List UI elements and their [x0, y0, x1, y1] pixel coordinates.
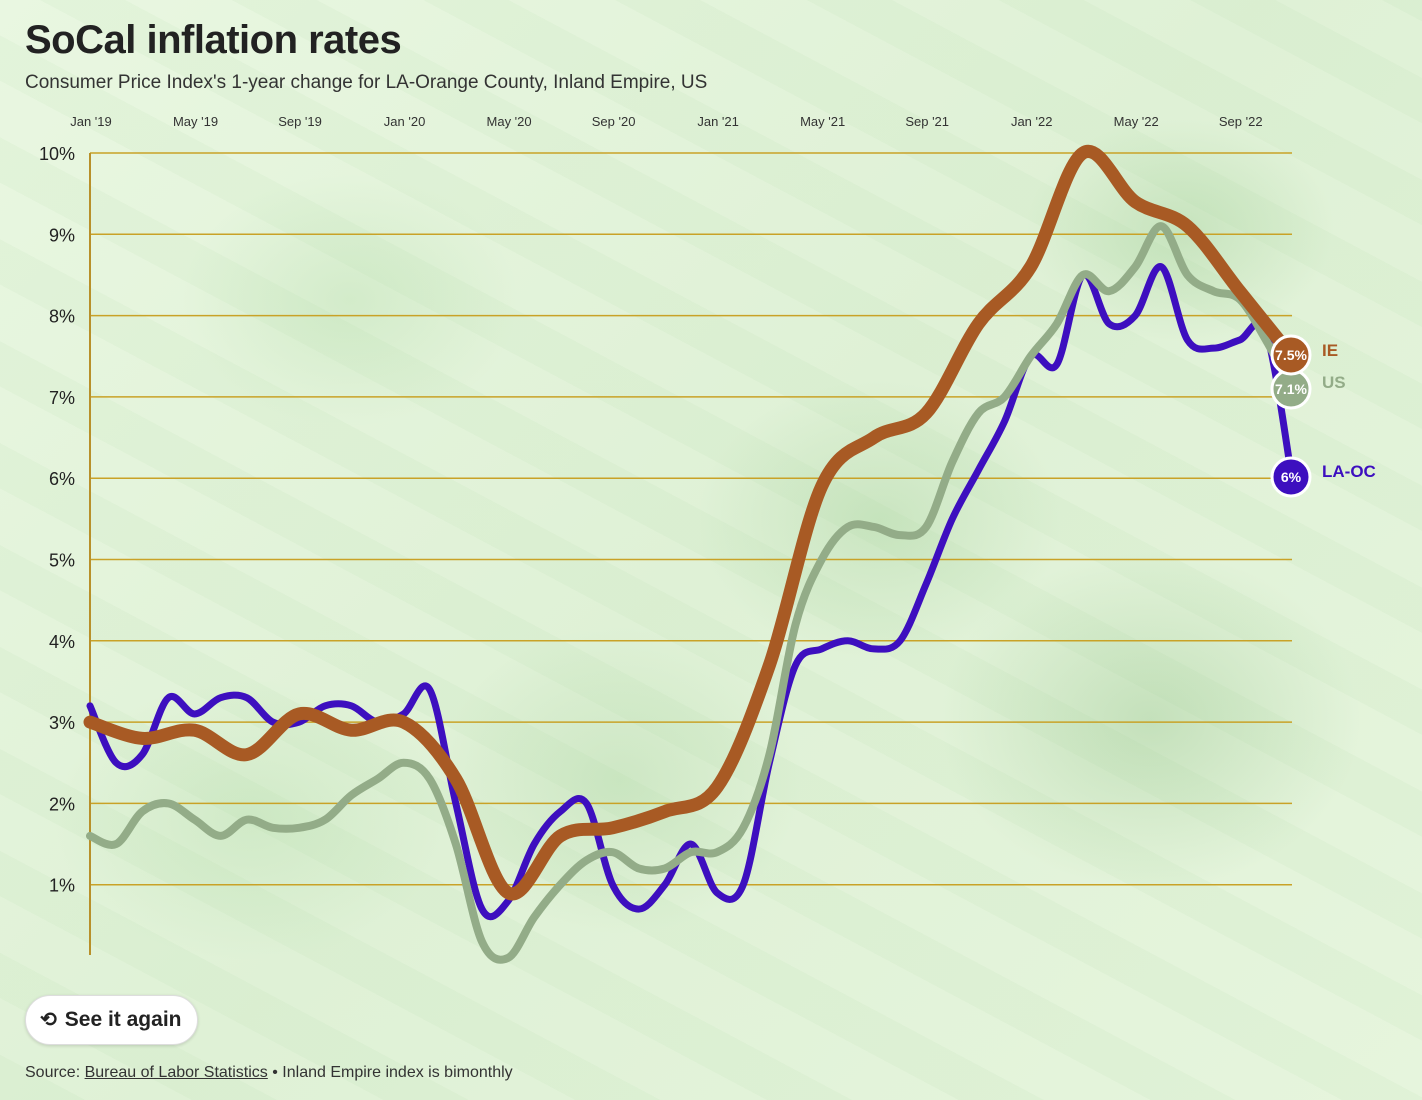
x-tick-label: May '20 [487, 114, 532, 129]
x-tick-label: Sep '22 [1219, 114, 1263, 129]
replay-icon: ⟲ [40, 1009, 57, 1031]
y-tick-label: 9% [49, 225, 75, 245]
end-value-label: 6% [1281, 469, 1302, 485]
y-tick-label: 1% [49, 876, 75, 896]
source-link[interactable]: Bureau of Labor Statistics [84, 1064, 268, 1081]
end-marker-dot [1270, 456, 1312, 498]
line-chart: Jan '19 May '19 Sep '19 Jan '20 May '20 Sep '… [39, 114, 1376, 964]
y-tick-label: 10% [39, 144, 75, 164]
y-tick-label: 5% [49, 551, 75, 571]
end-marker-dot [1270, 334, 1312, 376]
x-tick-label: Jan '20 [384, 114, 426, 129]
y-tick-label: 4% [49, 632, 75, 652]
chart-subtitle: Consumer Price Index's 1-year change for… [25, 72, 708, 93]
x-axis-ticks: Jan '19 May '19 Sep '19 Jan '20 May '20 Sep '… [70, 114, 1262, 129]
x-tick-label: Jan '19 [70, 114, 112, 129]
y-axis-ticks: 1% 2% 3% 4% 5% 6% 7% 8% 9% 10% [39, 144, 75, 896]
end-value-label: 7.5% [1275, 347, 1307, 363]
see-it-again-label: See it again [64, 1008, 182, 1031]
see-it-again-button[interactable]: ⟲ See it again [25, 995, 199, 1045]
end-marker-la-oc: 6% LA-OC [1270, 456, 1376, 498]
x-tick-label: Sep '19 [278, 114, 322, 129]
y-tick-label: 2% [49, 794, 75, 814]
x-tick-label: Jan '21 [697, 114, 739, 129]
y-tick-label: 8% [49, 307, 75, 327]
series-line-la-oc [86, 263, 1296, 921]
x-tick-label: Sep '20 [592, 114, 636, 129]
end-markers: 6% LA-OC 7.1% US 7.5% IE [1270, 334, 1376, 498]
x-tick-label: May '21 [800, 114, 845, 129]
source-note: Source: Bureau of Labor Statistics • Inl… [25, 1064, 513, 1082]
end-value-label: 7.1% [1275, 381, 1307, 397]
series-line-us [86, 222, 1296, 964]
gridlines [89, 152, 1292, 955]
series-name-label: LA-OC [1322, 462, 1376, 481]
y-tick-label: 7% [49, 388, 75, 408]
end-marker-ie: 7.5% IE [1270, 334, 1338, 376]
y-tick-label: 6% [49, 469, 75, 489]
y-tick-label: 3% [49, 713, 75, 733]
x-tick-label: Sep '21 [905, 114, 949, 129]
x-tick-label: Jan '22 [1011, 114, 1053, 129]
end-marker-us: 7.1% US [1270, 368, 1346, 410]
source-prefix: Source: [25, 1064, 85, 1081]
x-tick-label: May '19 [173, 114, 218, 129]
chart-title: SoCal inflation rates [25, 18, 402, 62]
series-name-label: IE [1322, 341, 1338, 360]
series-line-ie [83, 145, 1299, 901]
x-tick-label: May '22 [1114, 114, 1159, 129]
series-lines [83, 145, 1299, 964]
series-name-label: US [1322, 373, 1346, 392]
source-note-text: • Inland Empire index is bimonthly [267, 1064, 513, 1081]
